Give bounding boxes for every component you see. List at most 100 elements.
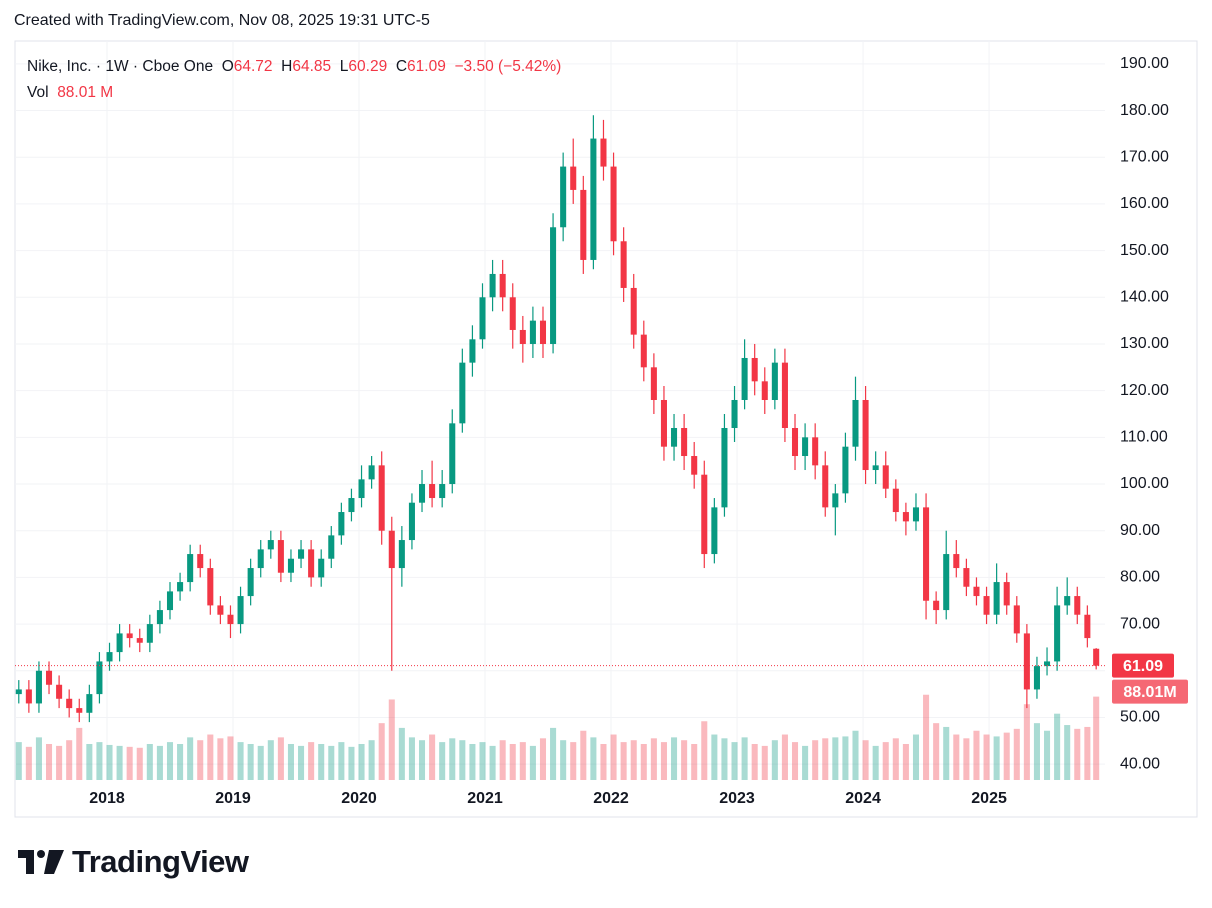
volume-bar — [933, 723, 940, 780]
volume-bar — [822, 738, 829, 780]
volume-bar — [892, 738, 899, 780]
candle-body — [499, 273, 506, 298]
candle-body — [812, 437, 819, 466]
candle-body — [681, 428, 688, 457]
volume-bar — [166, 742, 174, 780]
volume-bar — [187, 737, 194, 780]
header: Created with TradingView.com, Nov 08, 20… — [14, 12, 430, 29]
footer-brand: TradingView — [72, 844, 249, 879]
candle-body — [650, 367, 657, 400]
candle-body — [610, 166, 617, 242]
ohlc-label: L — [339, 58, 349, 75]
volume-bar — [66, 740, 73, 780]
candle-body — [539, 320, 547, 344]
candle-body — [953, 554, 960, 569]
volume-bar — [35, 737, 42, 780]
volume-bar — [156, 745, 163, 780]
candle-body — [852, 399, 859, 447]
volume-bar — [257, 745, 264, 780]
volume-bar — [207, 734, 214, 780]
volume-bar — [539, 738, 547, 780]
candle-body — [126, 633, 133, 639]
ohlc-value: 61.09 — [407, 58, 446, 75]
x-tick-label: 2024 — [845, 790, 881, 807]
volume-bar — [96, 742, 103, 780]
candle-body — [257, 549, 264, 569]
y-tick-label: 180.00 — [1120, 102, 1169, 119]
candle-body — [459, 362, 466, 424]
x-tick-label: 2025 — [971, 790, 1007, 807]
candle-body — [590, 138, 597, 260]
candle-body — [197, 554, 204, 569]
candle-body — [781, 362, 788, 429]
candle-body — [1074, 596, 1081, 615]
candle-body — [1033, 666, 1040, 690]
candle-body — [1054, 605, 1061, 662]
candle-body — [136, 638, 143, 643]
volume-bar — [993, 736, 1000, 780]
volume-bar — [388, 699, 395, 780]
volume-bar — [691, 743, 698, 780]
candle-body — [247, 568, 254, 597]
candle-body — [802, 437, 809, 457]
volume-bar — [45, 743, 53, 780]
volume-bar — [277, 737, 284, 780]
candle-body — [227, 614, 234, 625]
candle-body — [600, 138, 607, 167]
volume-badge-label: 88.01M — [1123, 684, 1176, 701]
volume-bar — [640, 743, 647, 780]
volume-bar — [681, 740, 688, 780]
x-tick-label: 2023 — [719, 790, 755, 807]
candle-body — [1064, 596, 1071, 606]
price-badge — [1112, 653, 1174, 678]
price-badge-label: 61.09 — [1123, 658, 1163, 675]
volume-bar — [731, 742, 738, 780]
candle-body — [1044, 661, 1051, 667]
candle-body — [832, 493, 839, 508]
y-tick-label: 120.00 — [1120, 382, 1169, 399]
candle-body — [509, 297, 516, 330]
candle-body — [187, 554, 194, 583]
candle-body — [15, 689, 22, 695]
candle-body — [620, 241, 627, 288]
candle-body — [96, 661, 103, 695]
candle-body — [408, 502, 415, 541]
volume-bar — [489, 745, 496, 780]
volume-bar — [580, 730, 587, 780]
symbol: Nike, Inc. · 1W · Cboe One — [27, 58, 214, 75]
candle-body — [933, 600, 940, 611]
volume-bar — [358, 743, 365, 780]
candle-layer — [15, 115, 1100, 723]
volume-bar — [1064, 725, 1071, 780]
volume-bar — [872, 745, 879, 780]
chart-frame — [14, 40, 1198, 818]
candle-body — [691, 456, 698, 475]
candle-body — [761, 381, 768, 400]
legend-row: Vol 88.01 M — [27, 80, 561, 106]
y-tick-label: 130.00 — [1120, 335, 1169, 352]
candle-body — [237, 596, 244, 625]
volume-bar — [459, 740, 466, 780]
candle-body — [570, 166, 577, 190]
volume-bar — [378, 723, 385, 780]
x-tick-label: 2022 — [593, 790, 629, 807]
volume-bar — [1093, 696, 1100, 780]
candle-body — [671, 428, 678, 447]
candle-body — [862, 399, 869, 471]
volume-bar — [499, 740, 506, 780]
y-tick-label: 50.00 — [1120, 709, 1160, 726]
volume-bar — [106, 744, 113, 780]
volume-label: Vol — [27, 84, 49, 101]
y-tick-label: 150.00 — [1120, 242, 1169, 259]
candle-body — [35, 670, 42, 704]
volume-bar — [217, 738, 224, 780]
candle-body — [963, 568, 970, 587]
candle-body — [1023, 633, 1030, 690]
y-tick-label: 100.00 — [1120, 475, 1169, 492]
y-tick-label: 70.00 — [1120, 615, 1160, 632]
candle-body — [56, 684, 63, 699]
volume-bar — [1084, 726, 1091, 780]
y-tick-label: 170.00 — [1120, 148, 1169, 165]
volume-badge — [1112, 679, 1188, 704]
